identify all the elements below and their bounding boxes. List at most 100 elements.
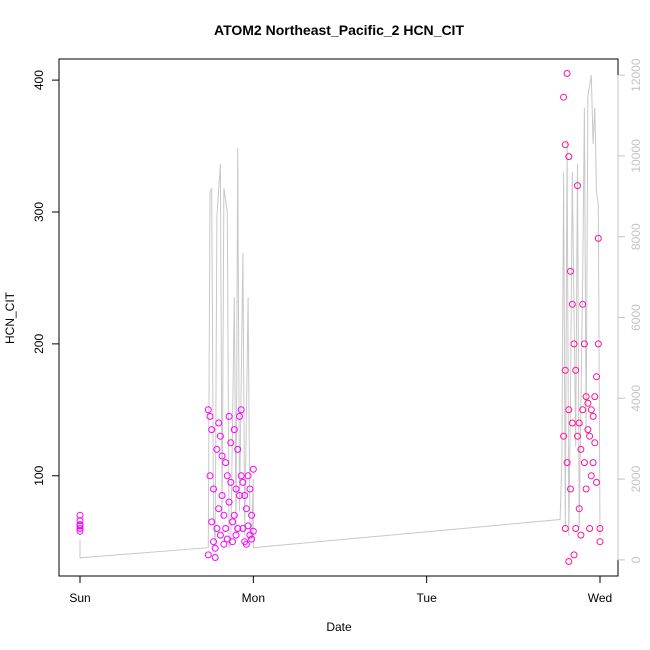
data-point bbox=[596, 525, 604, 532]
data-point bbox=[249, 527, 257, 535]
data-point bbox=[563, 70, 571, 77]
data-point bbox=[249, 465, 257, 473]
data-point bbox=[227, 478, 235, 486]
scatter-points-layer bbox=[76, 70, 604, 565]
data-point bbox=[232, 485, 240, 493]
y2-tick-label: 0 bbox=[629, 556, 643, 563]
series-line bbox=[79, 75, 601, 559]
data-point bbox=[591, 393, 599, 401]
data-point bbox=[234, 445, 242, 453]
y-axis-label: HCN_CIT bbox=[3, 291, 17, 344]
data-point bbox=[572, 366, 580, 374]
data-point bbox=[211, 544, 219, 552]
data-point bbox=[230, 511, 238, 519]
data-point bbox=[577, 531, 585, 539]
data-point bbox=[211, 554, 219, 561]
data-point bbox=[232, 531, 240, 539]
y-tick-label: 400 bbox=[32, 70, 46, 90]
data-point bbox=[565, 558, 573, 565]
data-point bbox=[241, 492, 249, 499]
data-point bbox=[565, 406, 573, 414]
data-point bbox=[229, 518, 236, 526]
y-axis-right: 0 2000 4000 6000 8000 10000 12000 bbox=[617, 58, 643, 563]
data-point bbox=[208, 518, 216, 526]
data-point bbox=[223, 472, 231, 480]
y2-tick-label: 8000 bbox=[629, 223, 643, 250]
data-point bbox=[216, 531, 224, 539]
data-point bbox=[580, 459, 588, 467]
data-point bbox=[579, 406, 587, 414]
y-axis-left: 100 200 300 400 bbox=[32, 70, 60, 486]
x-axis-label: Date bbox=[326, 620, 352, 634]
data-point bbox=[76, 511, 84, 519]
chart-title: ATOM2 Northeast_Pacific_2 HCN_CIT bbox=[214, 22, 464, 38]
y-tick-label: 100 bbox=[32, 465, 46, 485]
y2-tick-label: 12000 bbox=[629, 58, 643, 92]
data-point bbox=[560, 432, 568, 440]
data-point bbox=[589, 459, 597, 467]
data-point bbox=[76, 522, 84, 530]
data-point bbox=[222, 525, 230, 532]
data-point bbox=[582, 485, 590, 493]
data-point bbox=[574, 182, 581, 190]
data-point bbox=[248, 511, 256, 519]
y2-tick-label: 10000 bbox=[629, 139, 643, 173]
data-point bbox=[76, 527, 84, 535]
data-point bbox=[239, 478, 247, 486]
data-point bbox=[584, 399, 592, 407]
data-point bbox=[570, 551, 578, 559]
y-tick-label: 300 bbox=[32, 202, 46, 222]
data-point bbox=[594, 340, 602, 348]
data-point bbox=[584, 426, 592, 434]
data-point bbox=[222, 459, 230, 467]
y-tick-label: 200 bbox=[32, 334, 46, 354]
data-point bbox=[215, 419, 223, 427]
data-point bbox=[218, 492, 226, 499]
data-point bbox=[237, 472, 245, 480]
data-point bbox=[220, 511, 228, 519]
data-point bbox=[234, 525, 242, 532]
data-point bbox=[589, 412, 597, 420]
data-point bbox=[204, 406, 212, 414]
data-point bbox=[575, 419, 583, 427]
data-point bbox=[236, 492, 243, 499]
x-tick-label: Tue bbox=[417, 591, 438, 605]
data-point bbox=[244, 472, 252, 480]
y2-tick-label: 2000 bbox=[629, 465, 643, 492]
data-point bbox=[213, 525, 221, 532]
data-point bbox=[561, 366, 569, 374]
data-point bbox=[227, 439, 235, 447]
data-point bbox=[570, 340, 578, 348]
data-point bbox=[565, 153, 573, 161]
data-point bbox=[580, 340, 588, 348]
data-point bbox=[206, 412, 214, 420]
line-series-layer bbox=[79, 75, 601, 559]
y2-tick-label: 6000 bbox=[629, 304, 643, 331]
data-point bbox=[587, 472, 595, 480]
data-point bbox=[237, 406, 245, 414]
data-point bbox=[246, 531, 254, 539]
data-point bbox=[563, 459, 571, 467]
data-point bbox=[216, 432, 224, 440]
data-point bbox=[225, 498, 233, 506]
data-point bbox=[594, 234, 602, 242]
data-point bbox=[572, 525, 580, 532]
data-point bbox=[561, 141, 569, 149]
y2-tick-label: 4000 bbox=[629, 385, 643, 412]
data-point bbox=[568, 419, 576, 427]
data-point bbox=[213, 445, 221, 453]
data-point bbox=[593, 478, 600, 486]
data-point bbox=[244, 522, 252, 530]
data-point bbox=[246, 485, 254, 493]
data-point bbox=[242, 505, 250, 513]
data-point bbox=[206, 472, 214, 480]
x-tick-label: Sun bbox=[69, 591, 90, 605]
data-point bbox=[574, 432, 581, 440]
data-point bbox=[248, 535, 256, 543]
data-point bbox=[220, 540, 228, 548]
data-point bbox=[575, 505, 583, 513]
data-point bbox=[582, 393, 590, 401]
plot-frame bbox=[58, 58, 619, 577]
data-point bbox=[236, 412, 243, 420]
